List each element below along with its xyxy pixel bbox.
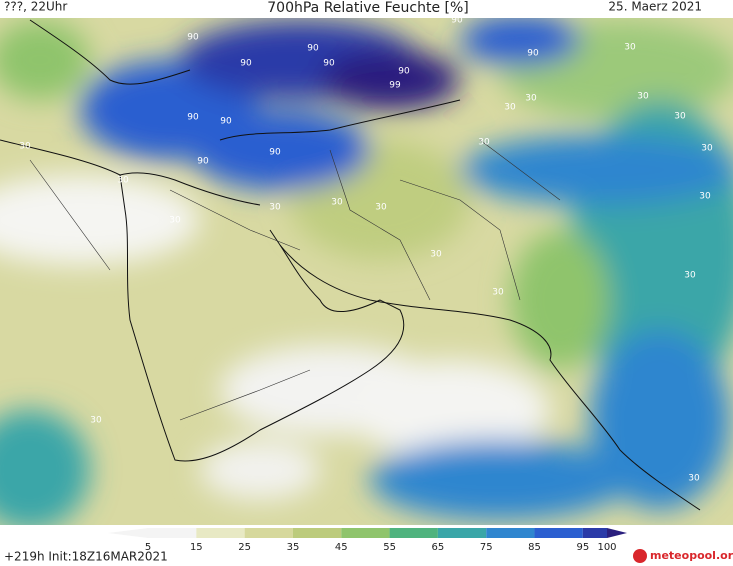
contour-label: 30 [637, 92, 649, 102]
colorbar-tick-label: 35 [287, 542, 300, 553]
contour-labels: 90 90 90 90 90 90 90 99 90 90 90 90 30 30 30 30 30 30 30 30… [19, 16, 713, 484]
colorbar-tick-label: 25 [238, 542, 251, 553]
contour-label: 90 [187, 113, 199, 123]
colorbar-left-end [108, 528, 148, 538]
contour-label: 30 [478, 138, 490, 148]
contour-label: 30 [169, 216, 181, 226]
colorbar-tick-label: 65 [432, 542, 445, 553]
contour-label: 90 [307, 44, 319, 54]
colorbar-tick-label: 75 [480, 542, 493, 553]
contour-label: 30 [525, 94, 537, 104]
colorbar-tick-label: 5 [145, 542, 151, 553]
logo-text: meteopool.org [650, 549, 733, 562]
colorbar-segment [341, 528, 390, 538]
colorbar-segment [582, 528, 607, 538]
contour-label: 30 [430, 250, 442, 260]
colorbar: 5 15 25 35 45 55 65 75 85 95 100 [108, 528, 627, 553]
colorbar-tick-label: 15 [190, 542, 203, 553]
colorbar-tick-label: 55 [383, 542, 396, 553]
colorbar-segment [292, 528, 342, 538]
contour-label: 30 [375, 203, 387, 213]
colorbar-right-end [607, 528, 627, 538]
colorbar-tick-label: 100 [597, 542, 616, 553]
contour-label: 30 [701, 144, 713, 154]
colorbar-segment [486, 528, 535, 538]
contour-label: 30 [684, 271, 696, 281]
contour-label: 30 [674, 112, 686, 122]
colorbar-segment [244, 528, 293, 538]
contour-label: 90 [451, 16, 463, 26]
contour-label: 30 [492, 288, 504, 298]
logo-icon [633, 549, 647, 563]
contour-label: 30 [19, 142, 31, 152]
contour-label: 30 [117, 176, 129, 186]
contour-label: 30 [624, 43, 636, 53]
contour-label: 90 [323, 59, 335, 69]
coastlines [0, 19, 701, 511]
contour-label: 30 [269, 203, 281, 213]
colorbar-tick-label: 45 [335, 542, 348, 553]
humidity-field [0, 18, 733, 525]
contour-label: 90 [197, 157, 209, 167]
colorbar-segment [389, 528, 438, 538]
contour-label: 90 [527, 49, 539, 59]
contour-label: 30 [688, 474, 700, 484]
contour-label: 90 [240, 59, 252, 69]
run-info: +219h Init:18Z16MAR2021 [4, 550, 168, 564]
contour-label: 30 [504, 103, 516, 113]
colorbar-segment [196, 528, 245, 538]
colorbar-tick-label: 85 [528, 542, 541, 553]
contour-label: 99 [389, 81, 401, 91]
colorbar-segment [534, 528, 583, 538]
header-title: 700hPa Relative Feuchte [%] [267, 0, 468, 16]
colorbar-segment [437, 528, 487, 538]
contour-label: 90 [187, 33, 199, 43]
header-left: ???, 22Uhr [4, 0, 67, 14]
colorbar-tick-label: 95 [576, 542, 589, 553]
contour-label: 30 [90, 416, 102, 426]
borders [29, 139, 561, 421]
contour-label: 90 [220, 117, 232, 127]
contour-label: 90 [269, 148, 281, 158]
contour-label: 90 [398, 67, 410, 77]
header-date: 25. Maerz 2021 [608, 0, 702, 14]
colorbar-segment [148, 528, 197, 538]
contour-label: 30 [699, 192, 711, 202]
contour-label: 30 [331, 198, 343, 208]
